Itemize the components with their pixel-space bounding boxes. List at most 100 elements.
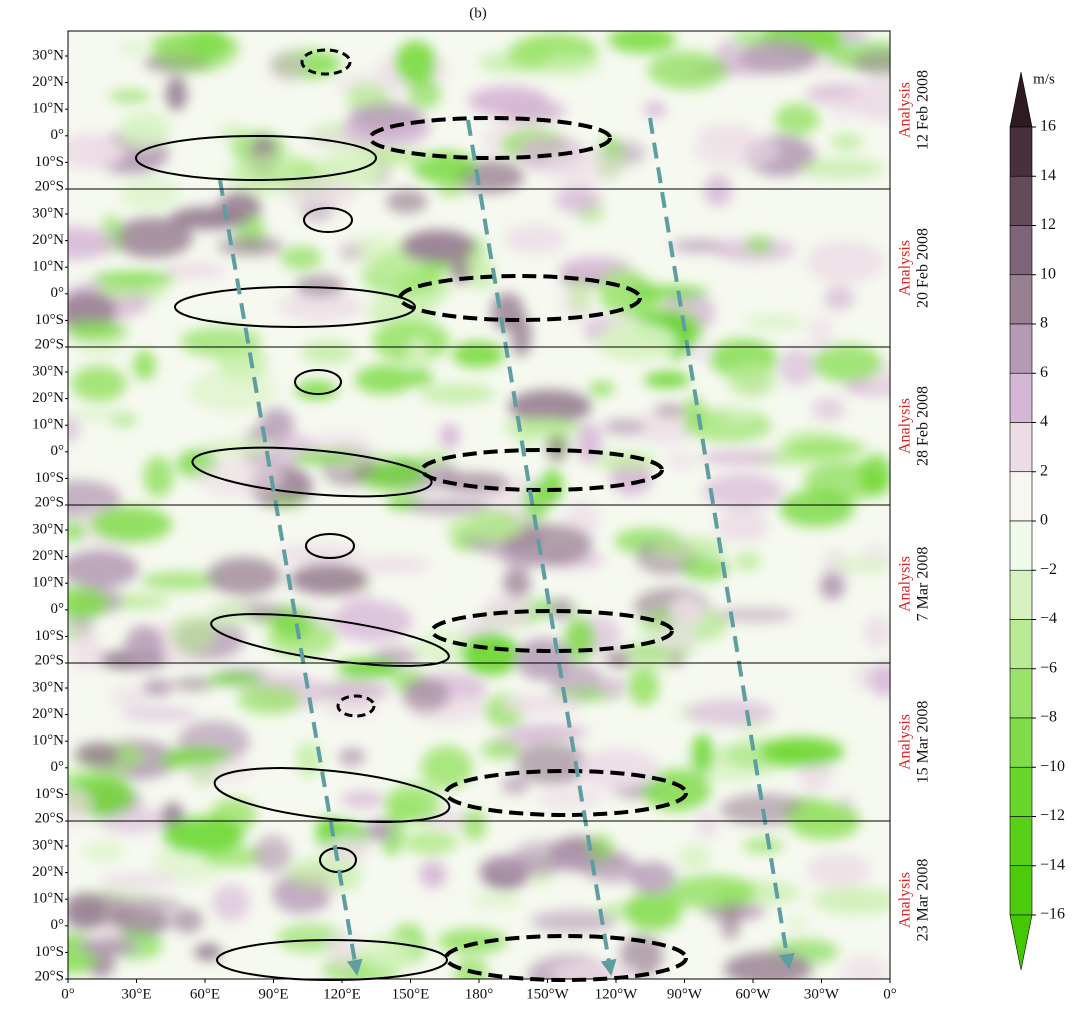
shade-blob bbox=[295, 740, 322, 778]
shade-blob bbox=[692, 134, 781, 169]
panel-date: 12 Feb 2008 bbox=[915, 70, 932, 150]
shade-blob bbox=[419, 860, 447, 889]
lat-label: 20°N bbox=[32, 74, 64, 90]
shade-blob bbox=[832, 557, 890, 574]
shade-blob bbox=[797, 157, 885, 179]
shade-blob bbox=[550, 598, 573, 620]
shade-blob bbox=[108, 90, 151, 103]
shade-blob bbox=[742, 838, 784, 853]
shade-blob bbox=[738, 40, 818, 74]
lon-label: 150°W bbox=[526, 986, 569, 1002]
colorbar-band bbox=[1009, 520, 1033, 571]
colorbar-band bbox=[1009, 668, 1033, 719]
shade-blob bbox=[68, 549, 139, 588]
shade-blob bbox=[121, 706, 199, 722]
shade-blob bbox=[666, 451, 698, 470]
shade-blob bbox=[68, 892, 108, 931]
shade-blob bbox=[541, 56, 603, 77]
region-ellipse bbox=[191, 446, 433, 498]
shade-blob bbox=[500, 547, 545, 570]
shade-blob bbox=[91, 271, 177, 285]
colorbar-tick-label: −12 bbox=[1040, 807, 1065, 824]
panel-label: Analysis bbox=[897, 872, 914, 928]
region-ellipse bbox=[300, 48, 352, 76]
colorbar-tick-label: −4 bbox=[1040, 610, 1057, 627]
shade-blob bbox=[652, 627, 697, 652]
colorbar-band bbox=[1009, 471, 1033, 522]
colorbar-unit: m/s bbox=[1033, 71, 1055, 87]
shade-blob bbox=[133, 350, 156, 381]
colorbar-band bbox=[1009, 766, 1033, 817]
shade-blob bbox=[593, 450, 658, 472]
shade-blob bbox=[206, 673, 262, 686]
shade-blob bbox=[644, 371, 691, 388]
shade-blob bbox=[699, 450, 781, 466]
shade-blob bbox=[237, 684, 302, 715]
region-ellipse bbox=[430, 609, 674, 653]
lat-label: 0° bbox=[51, 759, 65, 775]
colorbar-band bbox=[1009, 323, 1033, 374]
shade-blob bbox=[806, 852, 871, 888]
lat-label: 0° bbox=[51, 443, 65, 459]
shade-blob bbox=[462, 808, 487, 842]
lat-label: 30°N bbox=[32, 205, 64, 221]
shade-blob bbox=[601, 676, 626, 698]
shade-blob bbox=[89, 506, 173, 543]
lat-label: 10°N bbox=[32, 891, 64, 907]
shade-blob bbox=[82, 842, 125, 861]
shading bbox=[68, 31, 890, 979]
shade-blob bbox=[734, 551, 761, 571]
shade-blob bbox=[140, 571, 221, 591]
shade-blob bbox=[171, 908, 204, 934]
shade-blob bbox=[408, 77, 442, 109]
shade-blob bbox=[106, 907, 171, 937]
lon-label: 0° bbox=[883, 986, 897, 1002]
region-ellipse bbox=[444, 769, 688, 817]
panel-label: Analysis bbox=[897, 556, 914, 612]
shade-blob bbox=[162, 262, 227, 279]
lat-label: 20°N bbox=[32, 864, 64, 880]
region-ellipse bbox=[444, 934, 688, 982]
shade-blob bbox=[515, 743, 590, 785]
shade-blob bbox=[461, 632, 520, 676]
shade-blob bbox=[666, 874, 757, 910]
colorbar-tick-label: 8 bbox=[1040, 315, 1048, 332]
lat-label: 20°S bbox=[35, 494, 64, 510]
colorbar-tick-label: −16 bbox=[1040, 906, 1065, 923]
frames: 30°N 20°N 10°N 0° 10°S 20°S Analysis 12 Feb 200… bbox=[32, 30, 932, 1002]
lat-label: 10°N bbox=[32, 259, 64, 275]
shade-blob bbox=[779, 490, 855, 527]
shade-blob bbox=[108, 896, 182, 913]
shade-blob bbox=[543, 146, 624, 185]
shade-blob bbox=[278, 291, 364, 322]
region-ellipse bbox=[420, 448, 664, 492]
shade-blob bbox=[620, 934, 664, 977]
colorbar-band bbox=[1009, 274, 1033, 325]
shade-blob bbox=[546, 432, 568, 463]
shade-blob bbox=[336, 658, 400, 679]
shade-blob bbox=[386, 189, 428, 214]
lat-label: 30°N bbox=[32, 679, 64, 695]
shade-blob bbox=[169, 614, 216, 655]
shade-blob bbox=[510, 314, 532, 357]
panel-date: 7 Mar 2008 bbox=[915, 547, 932, 622]
shade-blob bbox=[69, 408, 132, 422]
shade-blob bbox=[322, 697, 379, 718]
shade-blob bbox=[151, 31, 239, 73]
shade-blob bbox=[774, 103, 820, 136]
shade-blob bbox=[607, 31, 676, 53]
shade-blob bbox=[541, 468, 564, 505]
lon-label: 60°W bbox=[735, 986, 771, 1002]
shade-blob bbox=[217, 236, 284, 257]
shade-blob bbox=[183, 758, 253, 783]
region-ellipse bbox=[135, 135, 377, 181]
shade-blob bbox=[683, 396, 706, 428]
shade-blob bbox=[289, 563, 369, 596]
shade-blob bbox=[276, 923, 345, 953]
shade-blob bbox=[419, 383, 496, 405]
region-ellipse bbox=[210, 613, 450, 667]
region-ellipse bbox=[336, 694, 376, 718]
lat-label: 10°S bbox=[35, 154, 64, 170]
shade-blob bbox=[480, 739, 522, 760]
shade-blob bbox=[420, 745, 473, 790]
